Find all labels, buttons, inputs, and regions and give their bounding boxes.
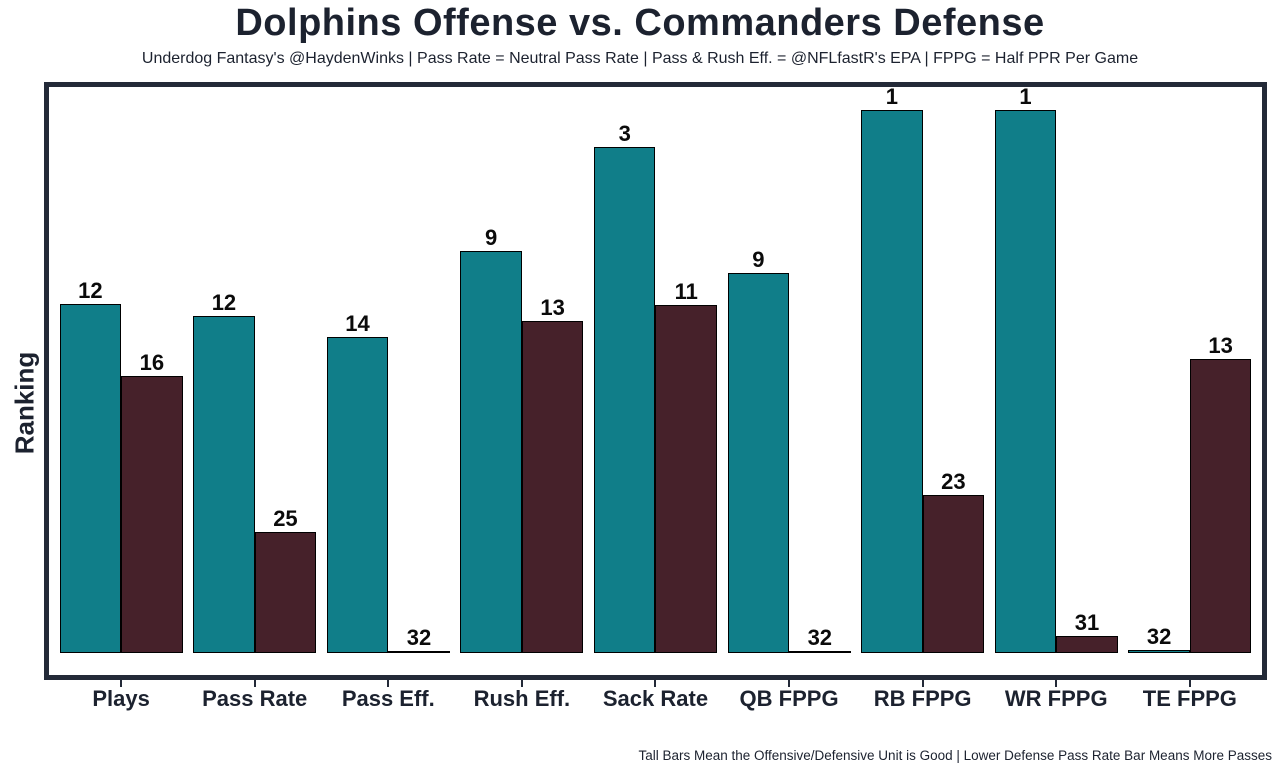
defense-bar-slot: 13 bbox=[1189, 333, 1252, 653]
bar-offense bbox=[861, 110, 923, 653]
bar-rank-label: 14 bbox=[345, 311, 370, 336]
defense-bar-slot: 23 bbox=[922, 469, 985, 653]
bar-defense bbox=[521, 321, 584, 653]
bar-defense bbox=[121, 376, 183, 653]
x-axis-category-label: Pass Rate bbox=[202, 686, 308, 711]
x-axis-labels: Plays Pass Rate Pass Eff. Rush Eff. Sack Rat… bbox=[49, 686, 1262, 712]
offense-bar-slot: 1 bbox=[861, 86, 923, 653]
bar-defense bbox=[1056, 636, 1118, 653]
offense-bar-slot: 14 bbox=[326, 311, 389, 653]
y-axis-label: Ranking bbox=[9, 351, 40, 455]
bar-rank-label: 13 bbox=[1208, 333, 1233, 358]
bar-group-rush-eff: 9 13 bbox=[460, 84, 584, 653]
plot-panel: 12 16 12 25 14 32 9 13 3 11 9 32 1 23 1 31 32 13 bbox=[44, 82, 1267, 680]
bar-defense bbox=[655, 305, 717, 653]
bar-rank-label: 1 bbox=[1019, 84, 1032, 109]
x-axis-ticks bbox=[49, 680, 1262, 687]
defense-bar-slot: 25 bbox=[254, 506, 317, 653]
x-axis-category-label: Sack Rate bbox=[602, 686, 709, 711]
bar-offense bbox=[460, 251, 522, 653]
bar-defense bbox=[254, 532, 317, 653]
bar-offense bbox=[59, 304, 122, 653]
x-tick bbox=[654, 680, 657, 687]
bar-defense bbox=[388, 651, 450, 653]
bar-defense bbox=[789, 651, 851, 653]
bar-group-rb-fppg: 1 23 bbox=[861, 84, 985, 653]
bar-offense bbox=[593, 147, 656, 653]
bar-rank-label: 9 bbox=[752, 247, 765, 272]
bar-group-pass-eff: 14 32 bbox=[326, 84, 450, 653]
bar-groups: 12 16 12 25 14 32 9 13 3 11 9 32 1 23 1 31 32 13 bbox=[49, 84, 1262, 653]
offense-bar-slot: 9 bbox=[727, 247, 790, 653]
bar-rank-label: 32 bbox=[406, 625, 432, 650]
x-tick bbox=[1055, 680, 1058, 687]
bar-rank-label: 32 bbox=[807, 625, 833, 650]
bar-rank-label: 13 bbox=[540, 295, 565, 320]
x-tick bbox=[387, 680, 390, 687]
x-tick-cell bbox=[861, 680, 984, 687]
offense-bar-slot: 32 bbox=[1128, 626, 1190, 653]
x-tick bbox=[921, 680, 924, 687]
bar-offense bbox=[326, 337, 389, 653]
x-tick-cell bbox=[193, 680, 316, 687]
defense-bar-slot: 32 bbox=[789, 627, 851, 653]
x-axis-category-label: WR FPPG bbox=[1004, 686, 1108, 711]
x-tick bbox=[1188, 680, 1191, 687]
x-tick-cell bbox=[60, 680, 183, 687]
x-axis-category-label: RB FPPG bbox=[873, 686, 972, 711]
bar-rank-label: 11 bbox=[674, 279, 698, 304]
x-tick-cell bbox=[728, 680, 851, 687]
bar-defense bbox=[922, 495, 985, 653]
bar-group-plays: 12 16 bbox=[59, 84, 183, 653]
bar-rank-label: 23 bbox=[941, 469, 966, 494]
x-axis-category-label: QB FPPG bbox=[739, 686, 839, 711]
bar-rank-label: 1 bbox=[885, 84, 899, 109]
bar-rank-label: 3 bbox=[618, 121, 631, 146]
bar-rank-label: 16 bbox=[139, 350, 165, 375]
offense-bar-slot: 12 bbox=[59, 278, 122, 653]
defense-bar-slot: 11 bbox=[655, 281, 717, 653]
x-tick-cell bbox=[594, 680, 717, 687]
defense-bar-slot: 13 bbox=[521, 295, 584, 653]
defense-bar-slot: 16 bbox=[121, 352, 183, 653]
bar-group-te-fppg: 32 13 bbox=[1128, 84, 1252, 653]
bar-offense bbox=[994, 110, 1057, 653]
bar-offense bbox=[193, 316, 255, 653]
x-tick bbox=[253, 680, 256, 687]
bar-rank-label: 12 bbox=[211, 290, 237, 315]
x-axis-category-label: Plays bbox=[92, 686, 150, 711]
chart-title: Dolphins Offense vs. Commanders Defense bbox=[235, 2, 1045, 44]
offense-bar-slot: 12 bbox=[193, 292, 255, 653]
bar-group-sack-rate: 3 11 bbox=[593, 84, 717, 653]
x-tick-cell bbox=[460, 680, 583, 687]
bar-rank-label: 12 bbox=[78, 278, 103, 303]
x-tick bbox=[520, 680, 523, 687]
bar-offense bbox=[727, 273, 790, 653]
bar-group-pass-rate: 12 25 bbox=[193, 84, 317, 653]
x-tick-cell bbox=[995, 680, 1118, 687]
offense-bar-slot: 3 bbox=[593, 121, 656, 653]
chart-footnote: Tall Bars Mean the Offensive/Defensive U… bbox=[638, 748, 1272, 763]
x-tick bbox=[788, 680, 791, 687]
x-axis-category-label: TE FPPG bbox=[1142, 686, 1237, 711]
bar-offense bbox=[1128, 650, 1190, 653]
bar-rank-label: 32 bbox=[1146, 624, 1172, 649]
bar-rank-label: 31 bbox=[1074, 610, 1100, 635]
x-tick bbox=[120, 680, 123, 687]
bar-group-wr-fppg: 1 31 bbox=[994, 84, 1118, 653]
defense-bar-slot: 32 bbox=[388, 627, 450, 653]
x-tick-cell bbox=[327, 680, 450, 687]
bar-rank-label: 9 bbox=[485, 225, 498, 250]
x-axis-category-label: Rush Eff. bbox=[473, 686, 571, 711]
defense-bar-slot: 31 bbox=[1056, 612, 1118, 653]
x-axis-category-label: Pass Eff. bbox=[341, 686, 435, 711]
chart-subtitle: Underdog Fantasy's @HaydenWinks | Pass R… bbox=[141, 50, 1139, 67]
x-tick-cell bbox=[1128, 680, 1251, 687]
bar-group-qb-fppg: 9 32 bbox=[727, 84, 851, 653]
bar-defense bbox=[1189, 359, 1252, 653]
offense-bar-slot: 9 bbox=[460, 227, 522, 653]
bar-rank-label: 25 bbox=[273, 506, 298, 531]
offense-bar-slot: 1 bbox=[994, 84, 1057, 653]
